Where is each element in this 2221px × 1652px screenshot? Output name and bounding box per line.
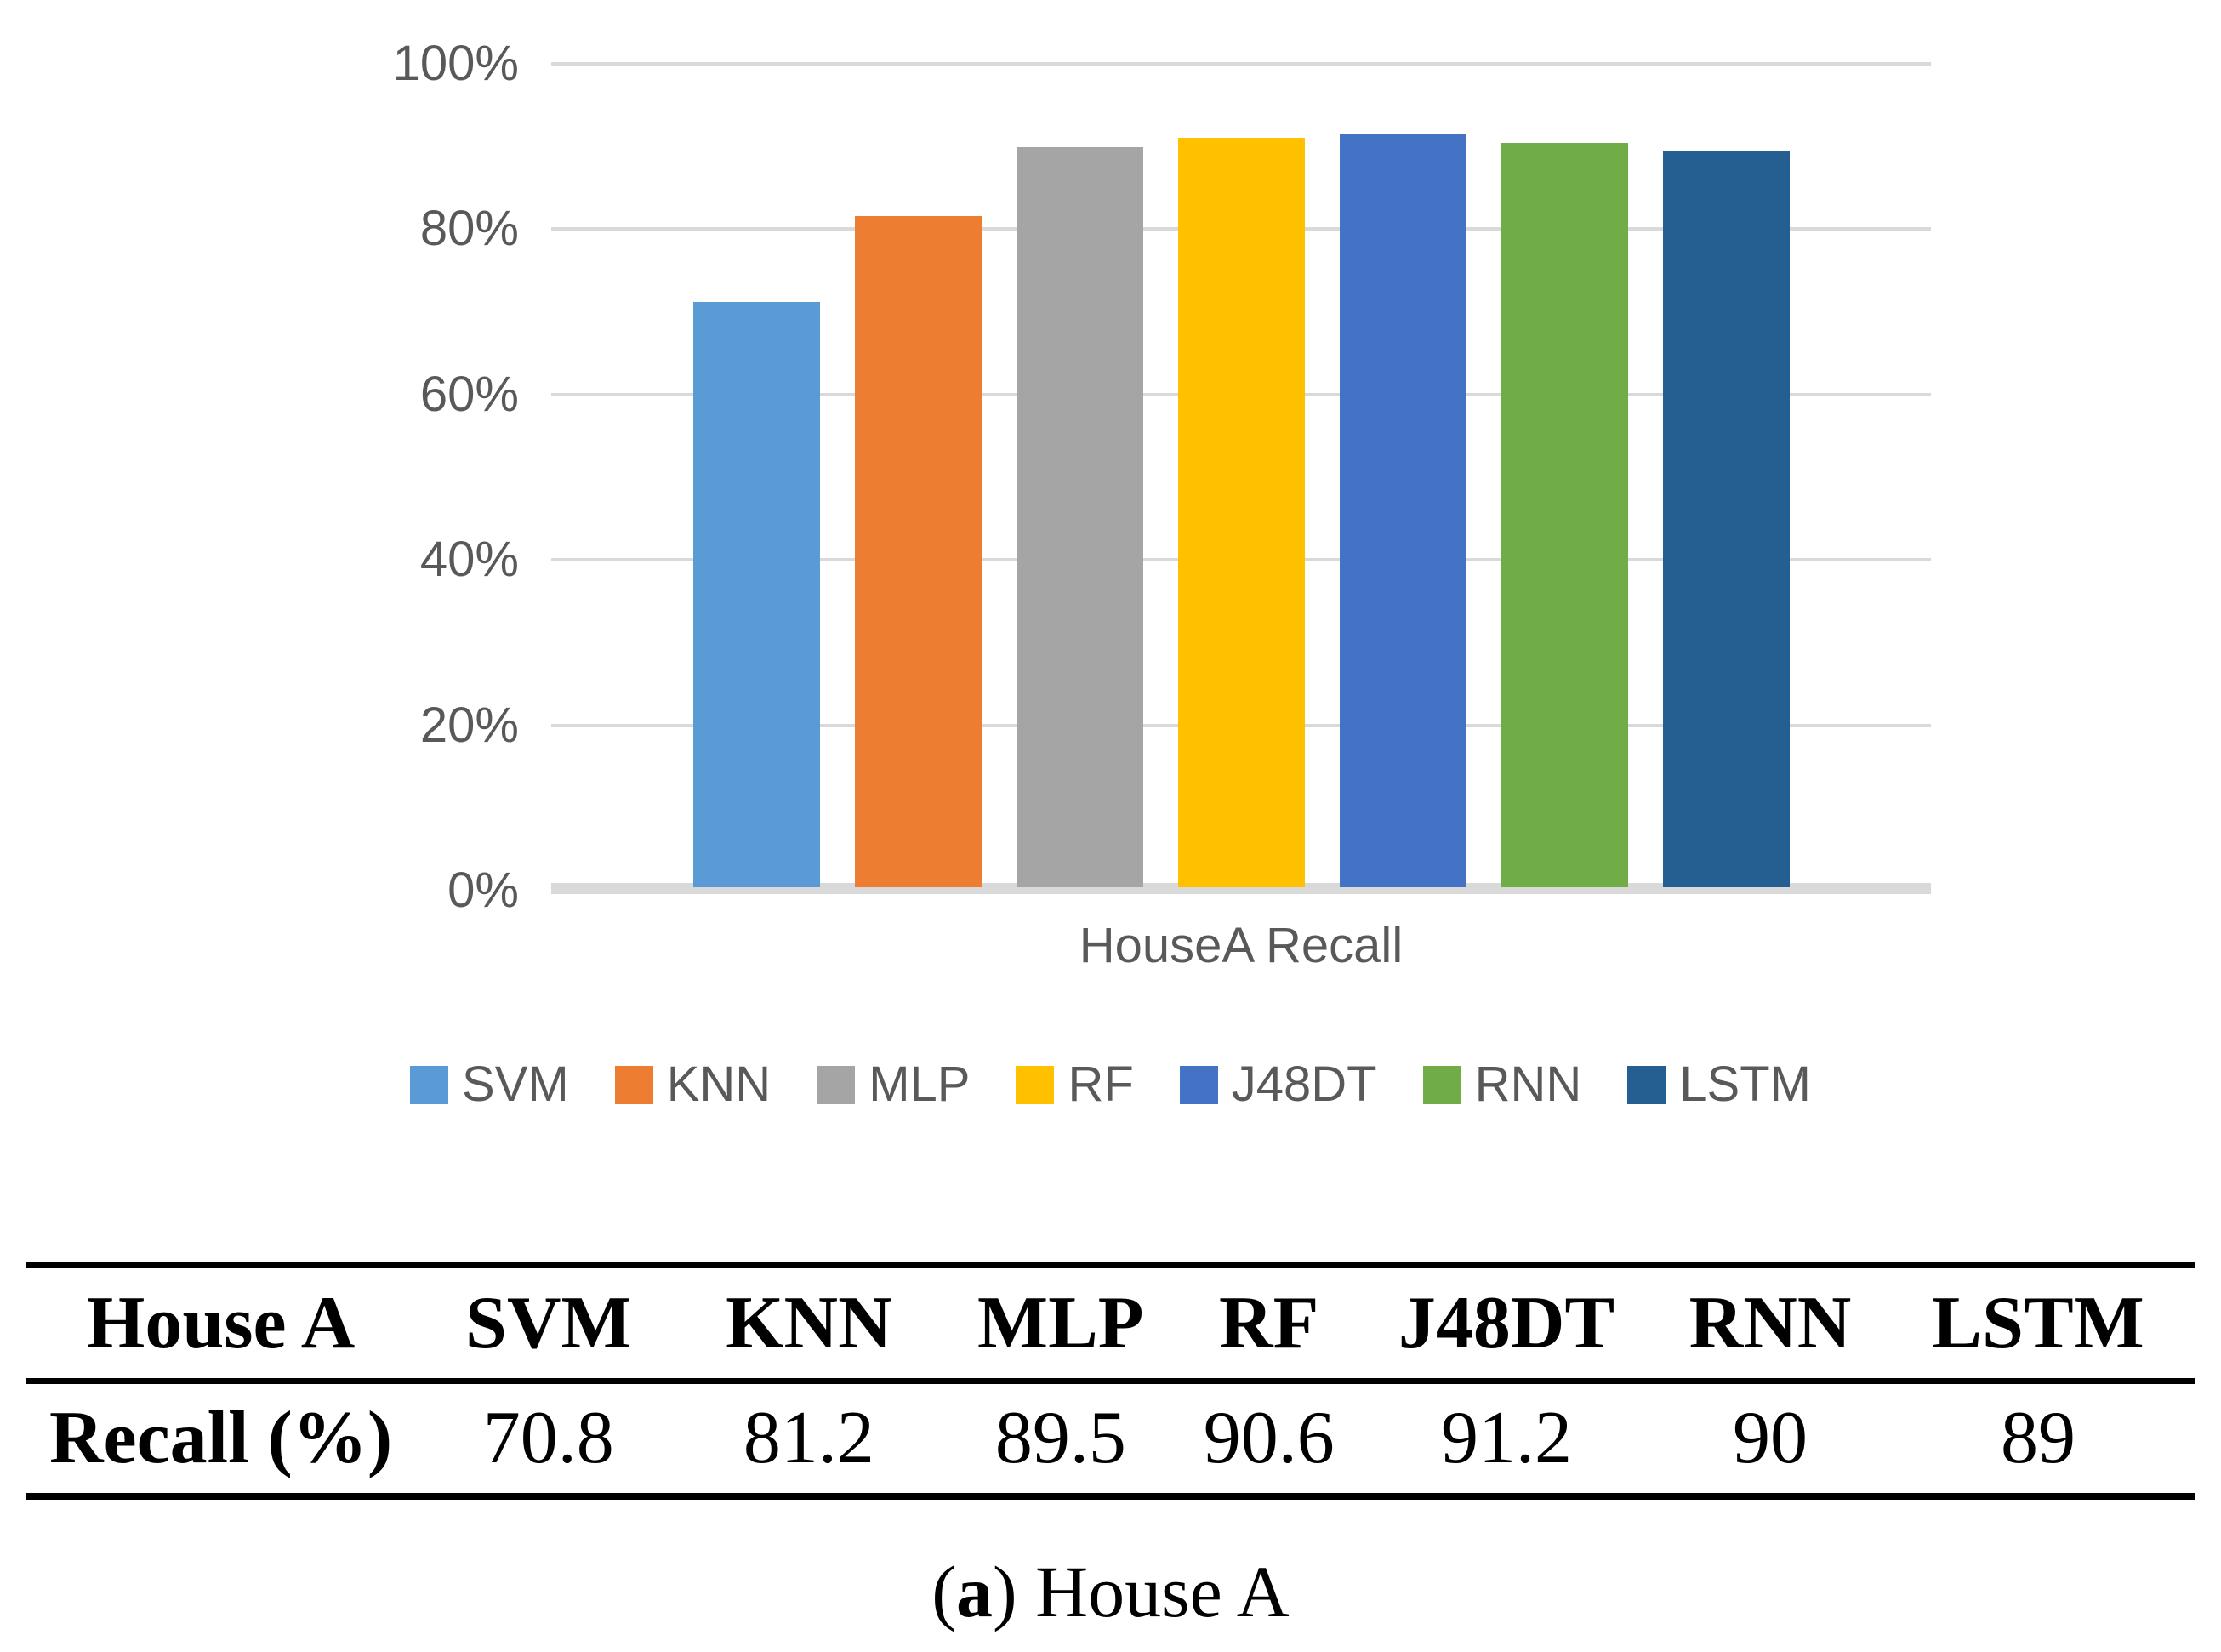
legend-swatch-j48dt (1179, 1065, 1218, 1104)
legend-item-knn: KNN (614, 1057, 772, 1112)
y-axis-tick-label: 80% (419, 201, 519, 257)
legend-item-lstm: LSTM (1627, 1060, 1811, 1109)
legend-label: SVM (462, 1057, 569, 1112)
gridline (551, 62, 1931, 66)
bar-svm (692, 301, 820, 887)
bar-mlp (1016, 147, 1143, 887)
bars-group (551, 64, 1931, 887)
legend-swatch-lstm (1627, 1065, 1666, 1104)
legend-swatch-rf (1016, 1065, 1055, 1104)
bar-knn (854, 215, 982, 887)
table-cell: 89.5 (994, 1397, 1126, 1480)
legend-swatch-rnn (1422, 1065, 1461, 1104)
y-axis-tick-label: 0% (447, 863, 519, 918)
table-header-cell: KNN (726, 1281, 892, 1364)
table-header-row: House A SVM KNN MLP RF J48DT RNN LSTM (26, 1265, 2195, 1381)
bar-j48dt (1339, 133, 1466, 887)
caption-letter: a (955, 1551, 993, 1632)
y-axis-tick-label: 20% (419, 697, 519, 753)
legend-swatch-svm (410, 1065, 449, 1104)
bar-rf (1177, 138, 1305, 887)
recall-bar-chart: 100% 80% 60% 40% 20% 0% HouseA Recall SVM KNN M… (392, 36, 1931, 1109)
caption-title: House A (1035, 1551, 1290, 1632)
table-header-cell: RF (1219, 1281, 1319, 1364)
table-cell: 70.8 (482, 1397, 614, 1480)
y-axis-tick-label: 100% (392, 36, 519, 91)
legend-label: MLP (868, 1057, 971, 1112)
legend-item-rf: RF (1016, 1057, 1134, 1112)
y-axis-tick-label: 60% (419, 366, 519, 422)
legend-item-mlp: MLP (817, 1060, 970, 1109)
figure-caption: (a) House A (0, 1552, 2221, 1632)
caption-close-paren: ) (992, 1551, 1017, 1632)
table-header-cell: J48DT (1398, 1281, 1615, 1364)
legend-item-j48dt: J48DT (1179, 1057, 1377, 1112)
chart-legend: SVM KNN MLP RF J48DT RNN LSTM (0, 1060, 2221, 1109)
table-header-cell: MLP (977, 1281, 1144, 1364)
y-axis-tick-label: 40% (419, 532, 519, 588)
table-row: Recall (%) 70.8 81.2 89.5 90.6 91.2 90 89 (26, 1381, 2195, 1496)
bar-lstm (1662, 151, 1790, 887)
table-header-cell: RNN (1689, 1281, 1852, 1364)
table-header-cell: LSTM (1932, 1281, 2144, 1364)
table-cell: 89 (2001, 1397, 2076, 1480)
table-cell: 81.2 (743, 1397, 874, 1480)
legend-item-rnn: RNN (1422, 1057, 1582, 1112)
table-cell: 91.2 (1441, 1397, 1573, 1480)
results-table: House A SVM KNN MLP RF J48DT RNN LSTM Recall (%… (26, 1262, 2195, 1500)
table-cell: 90.6 (1203, 1397, 1335, 1480)
legend-label: KNN (666, 1057, 772, 1112)
table-header-cell: House A (86, 1281, 356, 1364)
table-cell: 90 (1732, 1397, 1808, 1480)
legend-swatch-knn (614, 1065, 653, 1104)
x-axis-title: HouseA Recall (1079, 918, 1404, 973)
plot-area (551, 62, 1931, 894)
caption-open-paren: ( (931, 1551, 956, 1632)
bar-rnn (1501, 143, 1628, 887)
table-header-cell: SVM (465, 1281, 632, 1364)
legend-label: RF (1068, 1057, 1134, 1112)
legend-label: LSTM (1679, 1057, 1811, 1112)
legend-swatch-mlp (817, 1065, 856, 1104)
table-row-header-cell: Recall (%) (48, 1397, 393, 1480)
legend-item-svm: SVM (410, 1060, 569, 1109)
legend-label: RNN (1474, 1057, 1582, 1112)
legend-label: J48DT (1231, 1057, 1377, 1112)
